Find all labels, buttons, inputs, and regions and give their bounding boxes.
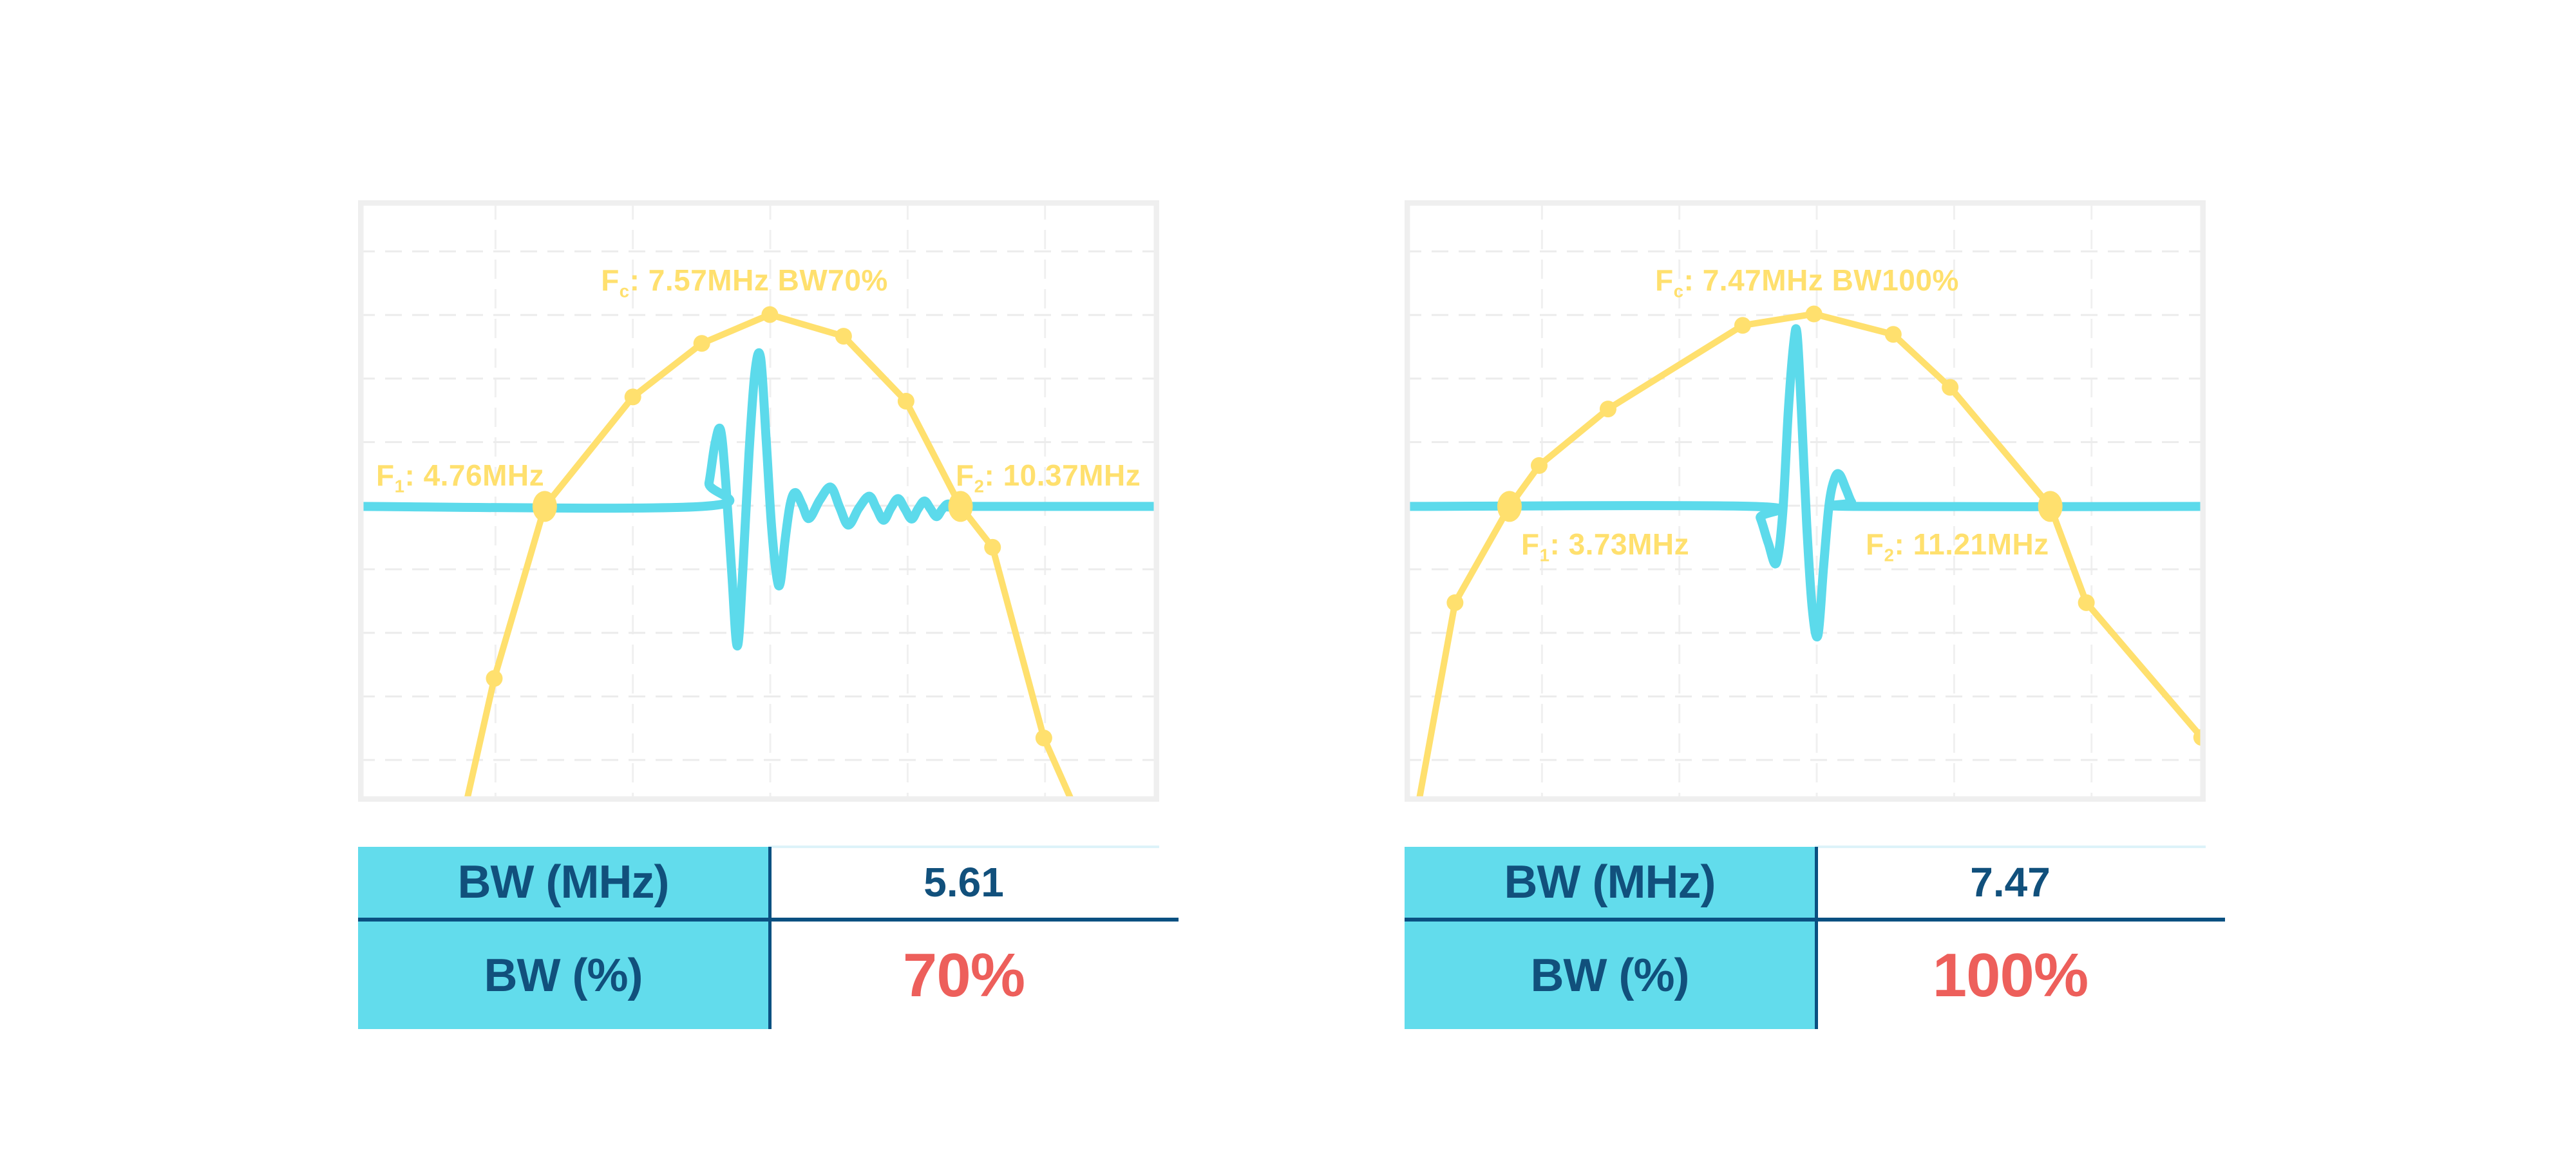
spectrum-chart-right: Fc: 7.47MHz BW100% F1: 3.73MHz F2: 11.21… <box>1405 200 2206 802</box>
spectrum-plot-right <box>1405 200 2206 802</box>
f2-text: : 10.37MHz <box>984 459 1141 492</box>
fc-text: : 7.57MHz BW70% <box>629 263 888 297</box>
f1-prefix: F <box>376 459 395 492</box>
table-row-divider <box>358 918 1179 922</box>
table-row-bw-mhz: BW (MHz) 7.47 <box>1405 847 2206 918</box>
f2-annotation-left: F2: 10.37MHz <box>956 459 1141 503</box>
bw-pct-value: 70% <box>902 940 1025 1010</box>
f1-subscript: 1 <box>394 476 405 497</box>
bw-mhz-label: BW (MHz) <box>358 847 768 918</box>
f1-annotation-left: F1: 4.76MHz <box>376 459 544 503</box>
bw-pct-label: BW (%) <box>1405 922 1815 1029</box>
table-top-border <box>768 846 1159 848</box>
f1-subscript: 1 <box>1539 545 1550 565</box>
f2-prefix: F <box>956 459 974 492</box>
table-row-bw-pct: BW (%) 100% <box>1405 922 2206 1029</box>
f2-prefix: F <box>1866 527 1884 561</box>
f1-annotation-right: F1: 3.73MHz <box>1521 527 1689 572</box>
fc-subscript: c <box>1673 281 1684 301</box>
f2-text: : 11.21MHz <box>1894 527 2049 561</box>
fc-text: : 7.47MHz BW100% <box>1683 263 1959 297</box>
bw-table-right: BW (MHz) 7.47 BW (%) 100% <box>1405 846 2225 1029</box>
table-column-divider <box>768 847 772 1029</box>
table-column-divider <box>1815 847 1818 1029</box>
table-row-divider <box>1405 918 2225 922</box>
bw-table-left: BW (MHz) 5.61 BW (%) 70% <box>358 846 1179 1029</box>
bw-mhz-value: 5.61 <box>923 859 1004 905</box>
bw-pct-value: 100% <box>1932 940 2089 1010</box>
fc-prefix: F <box>1655 263 1674 297</box>
f1-prefix: F <box>1521 527 1540 561</box>
spectrum-chart-left: Fc: 7.57MHz BW70% F1: 4.76MHz F2: 10.37M… <box>358 200 1159 802</box>
table-row-bw-pct: BW (%) 70% <box>358 922 1159 1029</box>
f2-subscript: 2 <box>1884 545 1895 565</box>
f2-subscript: 2 <box>974 476 985 497</box>
f1-text: : 4.76MHz <box>404 459 545 492</box>
bw-mhz-label: BW (MHz) <box>1405 847 1815 918</box>
spectrum-plot-left <box>358 200 1159 802</box>
fc-prefix: F <box>601 263 620 297</box>
fc-subscript: c <box>619 281 630 301</box>
f2-annotation-right: F2: 11.21MHz <box>1866 527 2049 572</box>
table-row-bw-mhz: BW (MHz) 5.61 <box>358 847 1159 918</box>
f1-text: : 3.73MHz <box>1549 527 1690 561</box>
fc-annotation-left: Fc: 7.57MHz BW70% <box>601 263 888 308</box>
fc-annotation-right: Fc: 7.47MHz BW100% <box>1655 263 1959 308</box>
table-top-border <box>1815 846 2206 848</box>
bw-mhz-value: 7.47 <box>1970 859 2050 905</box>
bw-pct-label: BW (%) <box>358 922 768 1029</box>
